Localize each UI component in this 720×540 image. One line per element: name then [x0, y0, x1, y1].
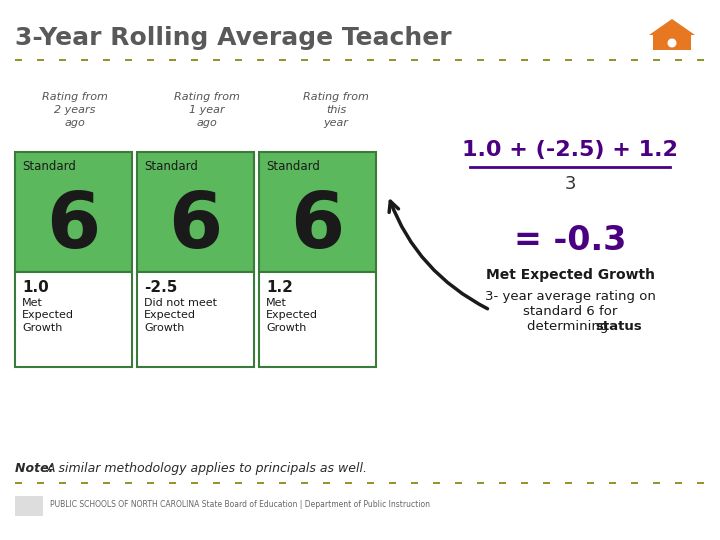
- Text: Standard: Standard: [22, 160, 76, 173]
- Text: 6: 6: [46, 188, 101, 264]
- Ellipse shape: [667, 50, 677, 58]
- Text: Rating from
1 year
ago: Rating from 1 year ago: [174, 92, 240, 129]
- Text: 1.0 + (-2.5) + 1.2: 1.0 + (-2.5) + 1.2: [462, 140, 678, 160]
- Text: PUBLIC SCHOOLS OF NORTH CAROLINA State Board of Education | Department of Public: PUBLIC SCHOOLS OF NORTH CAROLINA State B…: [50, 500, 430, 509]
- Text: standard 6 for: standard 6 for: [523, 305, 617, 318]
- Text: Rating from
this
year: Rating from this year: [303, 92, 369, 129]
- FancyArrowPatch shape: [389, 201, 487, 309]
- FancyBboxPatch shape: [15, 496, 43, 516]
- Text: Met
Expected
Growth: Met Expected Growth: [22, 298, 74, 333]
- Text: Standard: Standard: [144, 160, 198, 173]
- Text: 6: 6: [290, 188, 345, 264]
- Text: Standard: Standard: [266, 160, 320, 173]
- Text: = -0.3: = -0.3: [514, 224, 626, 256]
- Text: A similar methodology applies to principals as well.: A similar methodology applies to princip…: [47, 462, 368, 475]
- Text: 1.2: 1.2: [266, 280, 293, 295]
- Text: 3- year average rating on: 3- year average rating on: [485, 290, 655, 303]
- FancyBboxPatch shape: [653, 33, 691, 50]
- Text: Met Expected Growth: Met Expected Growth: [485, 268, 654, 282]
- FancyBboxPatch shape: [259, 152, 376, 272]
- Text: status: status: [595, 320, 642, 333]
- Text: determining: determining: [527, 320, 613, 333]
- Text: -2.5: -2.5: [144, 280, 177, 295]
- Text: Note:: Note:: [15, 462, 58, 475]
- Text: 3-Year Rolling Average Teacher: 3-Year Rolling Average Teacher: [15, 26, 451, 50]
- Text: Did not meet
Expected
Growth: Did not meet Expected Growth: [144, 298, 217, 333]
- Text: 6: 6: [168, 188, 222, 264]
- FancyBboxPatch shape: [137, 272, 254, 367]
- FancyBboxPatch shape: [259, 272, 376, 367]
- Polygon shape: [649, 19, 695, 35]
- Text: Met
Expected
Growth: Met Expected Growth: [266, 298, 318, 333]
- Text: READY: READY: [659, 66, 685, 72]
- FancyBboxPatch shape: [15, 152, 132, 272]
- Text: 1.0: 1.0: [22, 280, 49, 295]
- Text: Rating from
2 years
ago: Rating from 2 years ago: [42, 92, 108, 129]
- FancyBboxPatch shape: [137, 152, 254, 272]
- Circle shape: [667, 38, 677, 48]
- FancyBboxPatch shape: [15, 272, 132, 367]
- Text: 3: 3: [564, 175, 576, 193]
